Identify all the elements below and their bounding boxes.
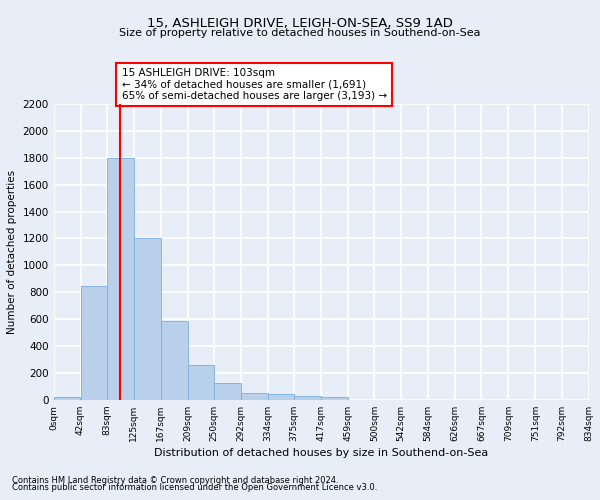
Text: 15 ASHLEIGH DRIVE: 103sqm
← 34% of detached houses are smaller (1,691)
65% of se: 15 ASHLEIGH DRIVE: 103sqm ← 34% of detac…	[122, 68, 387, 101]
Bar	[188, 365, 214, 400]
Bar	[54, 396, 80, 400]
Bar	[161, 320, 188, 400]
Text: Contains public sector information licensed under the Open Government Licence v3: Contains public sector information licen…	[12, 484, 377, 492]
Y-axis label: Number of detached properties: Number of detached properties	[7, 170, 17, 334]
Bar	[214, 383, 241, 400]
Text: Contains HM Land Registry data © Crown copyright and database right 2024.: Contains HM Land Registry data © Crown c…	[12, 476, 338, 485]
Bar	[241, 393, 268, 400]
X-axis label: Distribution of detached houses by size in Southend-on-Sea: Distribution of detached houses by size …	[154, 448, 488, 458]
Bar	[80, 286, 107, 400]
Text: 15, ASHLEIGH DRIVE, LEIGH-ON-SEA, SS9 1AD: 15, ASHLEIGH DRIVE, LEIGH-ON-SEA, SS9 1A…	[147, 18, 453, 30]
Bar	[107, 158, 134, 400]
Text: Size of property relative to detached houses in Southend-on-Sea: Size of property relative to detached ho…	[119, 28, 481, 38]
Bar	[321, 397, 348, 400]
Bar	[134, 238, 161, 400]
Bar	[268, 394, 294, 400]
Bar	[294, 396, 321, 400]
